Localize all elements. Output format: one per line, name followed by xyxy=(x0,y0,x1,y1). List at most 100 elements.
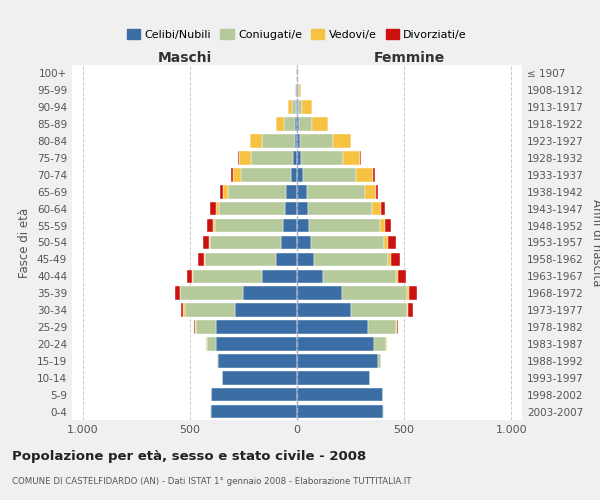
Bar xyxy=(350,304,407,317)
Bar xyxy=(386,337,387,350)
Bar xyxy=(300,134,334,148)
Bar xyxy=(285,202,297,215)
Bar xyxy=(293,151,297,164)
Bar xyxy=(289,100,292,114)
Bar xyxy=(297,84,298,97)
Bar xyxy=(210,405,211,418)
Bar xyxy=(297,405,383,418)
Text: COMUNE DI CASTELFIDARDO (AN) - Dati ISTAT 1° gennaio 2008 - Elaborazione TUTTITA: COMUNE DI CASTELFIDARDO (AN) - Dati ISTA… xyxy=(12,478,412,486)
Bar xyxy=(297,151,301,164)
Bar xyxy=(297,252,314,266)
Bar xyxy=(297,304,350,317)
Bar xyxy=(235,304,297,317)
Bar xyxy=(299,118,312,131)
Bar xyxy=(356,168,373,181)
Y-axis label: Anni di nascita: Anni di nascita xyxy=(590,199,600,286)
Legend: Celibi/Nubili, Coniugati/e, Vedovi/e, Divorziati/e: Celibi/Nubili, Coniugati/e, Vedovi/e, Di… xyxy=(122,24,472,44)
Bar xyxy=(380,202,385,215)
Bar xyxy=(209,236,210,250)
Text: Maschi: Maschi xyxy=(157,51,212,65)
Bar xyxy=(298,84,299,97)
Bar xyxy=(208,219,213,232)
Bar xyxy=(283,219,297,232)
Bar xyxy=(196,320,215,334)
Text: Femmine: Femmine xyxy=(374,51,445,65)
Bar xyxy=(203,236,209,250)
Bar xyxy=(308,202,372,215)
Bar xyxy=(211,405,297,418)
Bar xyxy=(297,118,299,131)
Bar xyxy=(384,236,388,250)
Bar xyxy=(311,236,384,250)
Bar xyxy=(297,236,311,250)
Bar xyxy=(251,151,293,164)
Bar xyxy=(286,185,297,198)
Bar xyxy=(187,270,193,283)
Bar xyxy=(233,168,241,181)
Bar xyxy=(372,202,380,215)
Bar xyxy=(299,84,301,97)
Bar xyxy=(374,337,386,350)
Bar xyxy=(295,134,297,148)
Bar xyxy=(262,270,297,283)
Bar xyxy=(262,134,295,148)
Bar xyxy=(296,100,297,114)
Bar xyxy=(244,286,297,300)
Bar xyxy=(281,236,297,250)
Bar xyxy=(295,84,296,97)
Bar xyxy=(297,185,307,198)
Bar xyxy=(275,252,297,266)
Bar xyxy=(312,118,328,131)
Bar xyxy=(179,286,180,300)
Bar xyxy=(239,151,251,164)
Bar xyxy=(297,100,298,114)
Bar xyxy=(298,100,302,114)
Bar xyxy=(290,168,297,181)
Bar xyxy=(407,286,409,300)
Bar xyxy=(198,252,204,266)
Bar xyxy=(297,134,300,148)
Bar xyxy=(206,337,207,350)
Bar xyxy=(297,320,368,334)
Bar xyxy=(383,405,384,418)
Bar xyxy=(397,320,398,334)
Bar xyxy=(373,168,375,181)
Bar xyxy=(385,219,391,232)
Bar xyxy=(194,320,195,334)
Bar xyxy=(297,219,309,232)
Bar xyxy=(181,304,184,317)
Bar xyxy=(380,219,385,232)
Bar xyxy=(210,236,281,250)
Bar xyxy=(229,185,286,198)
Bar xyxy=(398,270,406,283)
Bar xyxy=(204,252,205,266)
Bar xyxy=(365,185,376,198)
Bar xyxy=(238,151,239,164)
Bar xyxy=(241,168,290,181)
Bar xyxy=(301,151,343,164)
Bar xyxy=(276,118,284,131)
Bar xyxy=(207,337,215,350)
Bar xyxy=(304,168,356,181)
Bar xyxy=(215,219,283,232)
Bar xyxy=(284,118,295,131)
Bar xyxy=(388,252,391,266)
Bar xyxy=(223,185,229,198)
Bar xyxy=(193,270,262,283)
Y-axis label: Fasce di età: Fasce di età xyxy=(19,208,31,278)
Bar xyxy=(302,100,312,114)
Bar xyxy=(213,219,215,232)
Bar xyxy=(368,320,395,334)
Bar xyxy=(296,84,297,97)
Bar xyxy=(391,252,400,266)
Bar xyxy=(388,236,395,250)
Bar xyxy=(211,388,297,402)
Bar xyxy=(185,304,235,317)
Bar xyxy=(180,286,244,300)
Bar xyxy=(210,202,215,215)
Bar xyxy=(376,185,379,198)
Bar xyxy=(205,252,275,266)
Bar xyxy=(360,151,361,164)
Bar xyxy=(323,270,395,283)
Bar xyxy=(297,286,342,300)
